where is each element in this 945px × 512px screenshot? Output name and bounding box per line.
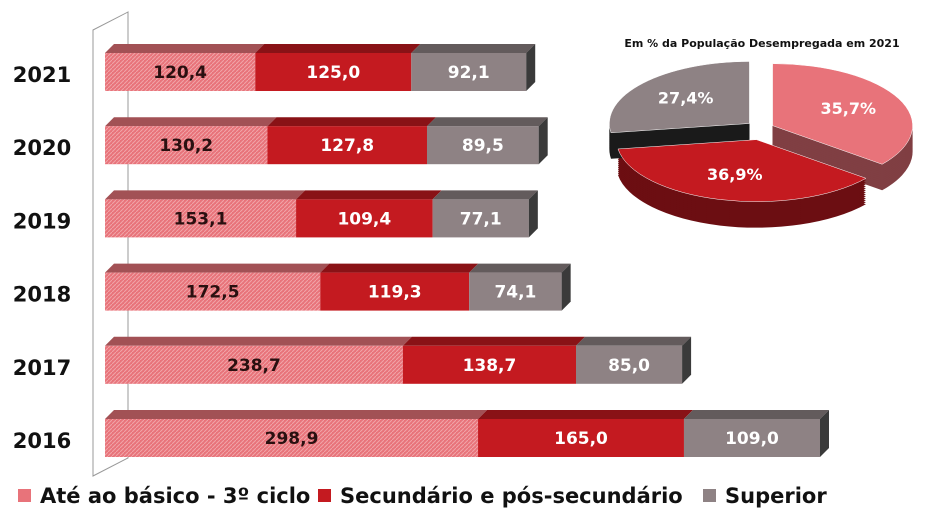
bar-depth — [296, 190, 442, 200]
bar-side — [538, 117, 548, 165]
data-label: 74,1 — [494, 283, 536, 303]
data-label: 125,0 — [306, 63, 360, 83]
bar-depth — [267, 117, 436, 127]
bar-depth — [411, 44, 536, 53]
bar — [478, 419, 684, 457]
bar-hatch — [105, 199, 297, 238]
bar-hatch — [105, 53, 256, 91]
bar-hatch — [105, 272, 321, 311]
pie-slice — [609, 61, 750, 134]
bar-depth — [478, 410, 693, 419]
pie-label: 36,9% — [707, 165, 763, 184]
bar — [296, 199, 433, 238]
bar-depth — [105, 410, 488, 419]
legend-label: Superior — [725, 484, 827, 508]
data-label: 153,1 — [174, 209, 228, 229]
pie-slice — [617, 139, 867, 202]
bar-depth — [402, 336, 586, 346]
bar-side — [820, 410, 829, 457]
bar-side — [682, 336, 692, 384]
bar — [402, 345, 577, 384]
data-label: 85,0 — [608, 356, 650, 376]
data-label: 77,1 — [460, 209, 502, 229]
data-label: 130,2 — [159, 136, 213, 156]
bar — [576, 345, 683, 384]
bar-depth — [105, 190, 306, 200]
bar — [411, 53, 527, 91]
bar-side — [561, 263, 571, 311]
data-label: 92,1 — [448, 63, 490, 83]
pie-slice — [772, 63, 913, 165]
bar-depth — [255, 44, 421, 53]
bar-depth — [105, 44, 265, 53]
data-label: 138,7 — [463, 356, 517, 376]
legend-swatch — [18, 489, 31, 502]
legend-swatch — [703, 489, 716, 502]
data-label: 120,4 — [153, 63, 207, 83]
legend-label: Até ao básico - 3º ciclo — [40, 484, 310, 508]
bar — [683, 419, 820, 457]
pie-label: 35,7% — [821, 99, 877, 118]
data-label: 165,0 — [554, 429, 608, 449]
y-tick-label: 2019 — [13, 209, 71, 233]
legend-label: Secundário e pós-secundário — [340, 484, 683, 508]
data-label: 109,0 — [725, 429, 779, 449]
bar-depth — [105, 117, 277, 127]
bar — [267, 126, 427, 165]
y-tick-label: 2017 — [13, 356, 71, 380]
pie-title: Em % da População Desempregada em 2021 — [624, 37, 899, 50]
bar — [320, 272, 470, 311]
bar-hatch — [105, 345, 403, 384]
pie-label: 27,4% — [658, 89, 714, 108]
bar-depth — [683, 410, 829, 419]
data-label: 298,9 — [265, 429, 319, 449]
data-label: 172,5 — [186, 283, 240, 303]
data-label: 119,3 — [368, 283, 422, 303]
bar-depth — [576, 336, 692, 346]
bar — [426, 126, 539, 165]
legend-swatch — [318, 489, 331, 502]
bar-side — [526, 44, 536, 91]
bar-hatch — [105, 126, 268, 165]
bar-depth — [469, 263, 571, 273]
bar — [469, 272, 562, 311]
frame — [92, 11, 129, 477]
bar-depth — [105, 336, 412, 346]
bar-depth — [426, 117, 548, 127]
bar — [255, 53, 412, 91]
bar-hatch — [105, 419, 479, 457]
y-tick-label: 2016 — [13, 429, 71, 453]
data-label: 109,4 — [337, 209, 391, 229]
y-tick-label: 2020 — [13, 136, 71, 160]
bar-depth — [105, 263, 330, 273]
bar-depth — [320, 263, 479, 273]
bar-side — [528, 190, 538, 238]
bar — [432, 199, 529, 238]
y-tick-label: 2021 — [13, 63, 71, 87]
y-tick-label: 2018 — [13, 283, 71, 307]
data-label: 238,7 — [227, 356, 281, 376]
data-label: 89,5 — [462, 136, 504, 156]
bar-depth — [432, 190, 538, 200]
data-label: 127,8 — [320, 136, 374, 156]
